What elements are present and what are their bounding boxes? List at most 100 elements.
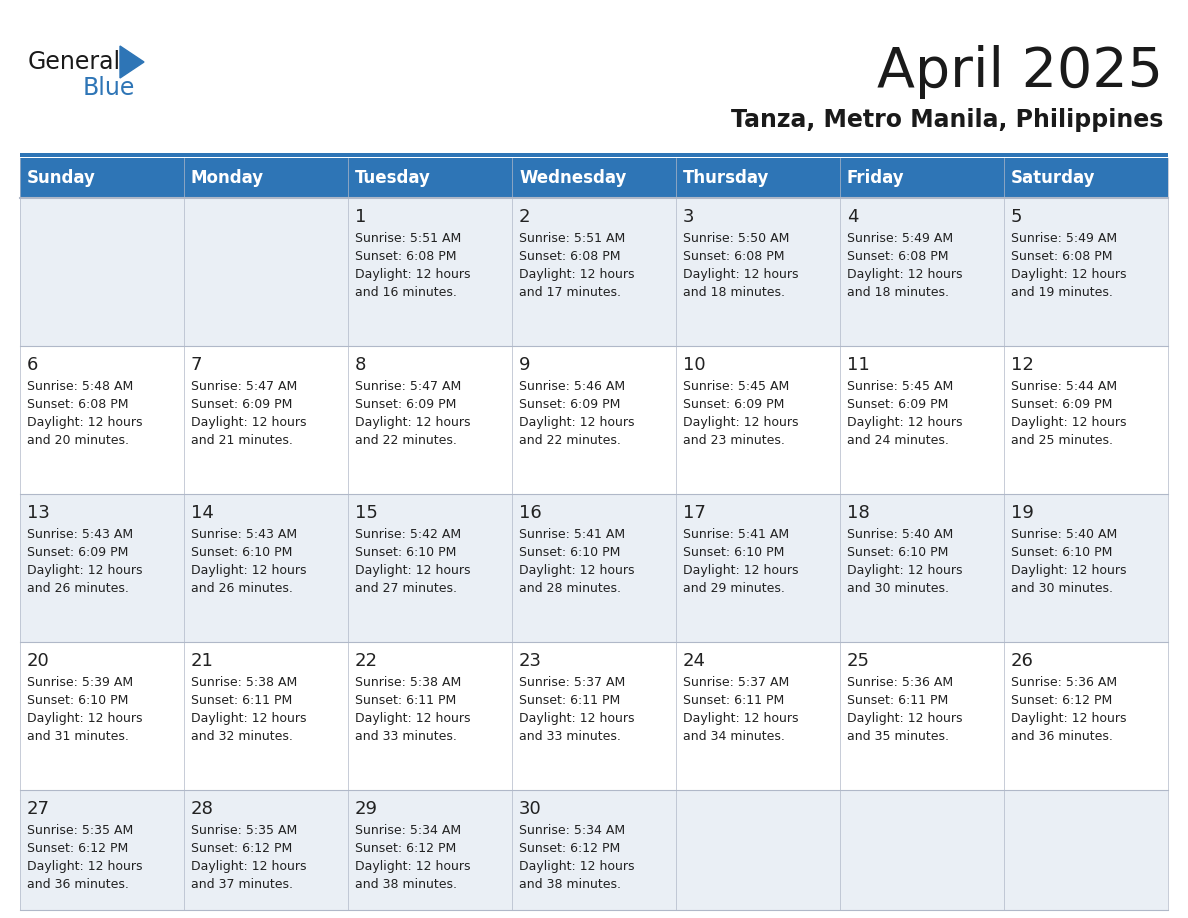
Text: Sunset: 6:08 PM: Sunset: 6:08 PM bbox=[519, 250, 620, 263]
Text: Daylight: 12 hours: Daylight: 12 hours bbox=[847, 416, 962, 429]
Text: General: General bbox=[29, 50, 121, 74]
Text: Sunset: 6:11 PM: Sunset: 6:11 PM bbox=[519, 694, 620, 707]
Bar bbox=[348, 346, 512, 494]
Text: and 19 minutes.: and 19 minutes. bbox=[1011, 286, 1113, 299]
Bar bbox=[512, 494, 676, 642]
Text: Daylight: 12 hours: Daylight: 12 hours bbox=[683, 564, 798, 577]
Text: Sunset: 6:09 PM: Sunset: 6:09 PM bbox=[683, 398, 784, 411]
Bar bbox=[348, 642, 512, 790]
Text: and 18 minutes.: and 18 minutes. bbox=[847, 286, 949, 299]
Text: Sunset: 6:09 PM: Sunset: 6:09 PM bbox=[355, 398, 456, 411]
Bar bbox=[20, 346, 184, 494]
Bar bbox=[676, 494, 840, 642]
Text: Daylight: 12 hours: Daylight: 12 hours bbox=[1011, 416, 1126, 429]
Bar bbox=[184, 346, 348, 494]
Text: Tanza, Metro Manila, Philippines: Tanza, Metro Manila, Philippines bbox=[731, 108, 1163, 132]
Text: Daylight: 12 hours: Daylight: 12 hours bbox=[519, 416, 634, 429]
Text: and 18 minutes.: and 18 minutes. bbox=[683, 286, 785, 299]
Text: 9: 9 bbox=[519, 356, 531, 374]
Bar bbox=[184, 158, 348, 198]
Text: 8: 8 bbox=[355, 356, 366, 374]
Bar bbox=[348, 198, 512, 346]
Text: Daylight: 12 hours: Daylight: 12 hours bbox=[355, 564, 470, 577]
Bar bbox=[184, 790, 348, 910]
Text: Daylight: 12 hours: Daylight: 12 hours bbox=[1011, 712, 1126, 725]
Text: Daylight: 12 hours: Daylight: 12 hours bbox=[191, 860, 307, 873]
Text: and 33 minutes.: and 33 minutes. bbox=[519, 730, 621, 743]
Text: 12: 12 bbox=[1011, 356, 1034, 374]
Text: Sunrise: 5:43 AM: Sunrise: 5:43 AM bbox=[27, 528, 133, 541]
Text: and 21 minutes.: and 21 minutes. bbox=[191, 434, 293, 447]
Text: Daylight: 12 hours: Daylight: 12 hours bbox=[519, 712, 634, 725]
Text: Sunset: 6:12 PM: Sunset: 6:12 PM bbox=[1011, 694, 1112, 707]
Text: 7: 7 bbox=[191, 356, 202, 374]
Text: Sunset: 6:08 PM: Sunset: 6:08 PM bbox=[1011, 250, 1112, 263]
Text: and 32 minutes.: and 32 minutes. bbox=[191, 730, 293, 743]
Text: and 17 minutes.: and 17 minutes. bbox=[519, 286, 621, 299]
Text: 11: 11 bbox=[847, 356, 870, 374]
Polygon shape bbox=[120, 46, 144, 78]
Text: Sunset: 6:09 PM: Sunset: 6:09 PM bbox=[191, 398, 292, 411]
Bar bbox=[676, 346, 840, 494]
Text: Sunrise: 5:46 AM: Sunrise: 5:46 AM bbox=[519, 380, 625, 393]
Text: Sunset: 6:10 PM: Sunset: 6:10 PM bbox=[683, 546, 784, 559]
Text: Sunrise: 5:40 AM: Sunrise: 5:40 AM bbox=[1011, 528, 1117, 541]
Text: Sunrise: 5:38 AM: Sunrise: 5:38 AM bbox=[355, 676, 461, 689]
Text: Sunrise: 5:37 AM: Sunrise: 5:37 AM bbox=[519, 676, 625, 689]
Text: Sunrise: 5:51 AM: Sunrise: 5:51 AM bbox=[519, 232, 625, 245]
Text: Sunset: 6:08 PM: Sunset: 6:08 PM bbox=[27, 398, 128, 411]
Text: 25: 25 bbox=[847, 652, 870, 670]
Bar bbox=[1004, 346, 1168, 494]
Text: Daylight: 12 hours: Daylight: 12 hours bbox=[683, 416, 798, 429]
Text: 29: 29 bbox=[355, 800, 378, 818]
Text: 13: 13 bbox=[27, 504, 50, 522]
Text: Daylight: 12 hours: Daylight: 12 hours bbox=[683, 268, 798, 281]
Text: Sunrise: 5:38 AM: Sunrise: 5:38 AM bbox=[191, 676, 297, 689]
Text: Daylight: 12 hours: Daylight: 12 hours bbox=[191, 564, 307, 577]
Text: 6: 6 bbox=[27, 356, 38, 374]
Bar bbox=[348, 790, 512, 910]
Text: Sunrise: 5:43 AM: Sunrise: 5:43 AM bbox=[191, 528, 297, 541]
Text: 19: 19 bbox=[1011, 504, 1034, 522]
Text: and 35 minutes.: and 35 minutes. bbox=[847, 730, 949, 743]
Text: Daylight: 12 hours: Daylight: 12 hours bbox=[519, 268, 634, 281]
Text: Sunset: 6:08 PM: Sunset: 6:08 PM bbox=[355, 250, 456, 263]
Text: Sunrise: 5:49 AM: Sunrise: 5:49 AM bbox=[1011, 232, 1117, 245]
Text: Monday: Monday bbox=[191, 169, 264, 187]
Text: Sunrise: 5:45 AM: Sunrise: 5:45 AM bbox=[683, 380, 789, 393]
Text: Saturday: Saturday bbox=[1011, 169, 1095, 187]
Text: April 2025: April 2025 bbox=[877, 45, 1163, 99]
Text: Daylight: 12 hours: Daylight: 12 hours bbox=[355, 268, 470, 281]
Text: Sunset: 6:10 PM: Sunset: 6:10 PM bbox=[519, 546, 620, 559]
Bar bbox=[20, 494, 184, 642]
Text: Daylight: 12 hours: Daylight: 12 hours bbox=[355, 416, 470, 429]
Text: Sunrise: 5:48 AM: Sunrise: 5:48 AM bbox=[27, 380, 133, 393]
Bar bbox=[840, 198, 1004, 346]
Text: Daylight: 12 hours: Daylight: 12 hours bbox=[519, 860, 634, 873]
Text: Sunset: 6:09 PM: Sunset: 6:09 PM bbox=[847, 398, 948, 411]
Text: Sunday: Sunday bbox=[27, 169, 96, 187]
Text: Sunset: 6:10 PM: Sunset: 6:10 PM bbox=[1011, 546, 1112, 559]
Text: Sunset: 6:12 PM: Sunset: 6:12 PM bbox=[191, 842, 292, 855]
Bar bbox=[184, 642, 348, 790]
Text: Sunset: 6:11 PM: Sunset: 6:11 PM bbox=[683, 694, 784, 707]
Text: Daylight: 12 hours: Daylight: 12 hours bbox=[27, 564, 143, 577]
Text: Sunset: 6:11 PM: Sunset: 6:11 PM bbox=[847, 694, 948, 707]
Text: Sunrise: 5:35 AM: Sunrise: 5:35 AM bbox=[27, 824, 133, 837]
Text: Sunrise: 5:41 AM: Sunrise: 5:41 AM bbox=[683, 528, 789, 541]
Text: and 34 minutes.: and 34 minutes. bbox=[683, 730, 785, 743]
Bar bbox=[676, 158, 840, 198]
Text: 3: 3 bbox=[683, 208, 695, 226]
Text: Sunrise: 5:34 AM: Sunrise: 5:34 AM bbox=[355, 824, 461, 837]
Bar bbox=[840, 494, 1004, 642]
Text: 1: 1 bbox=[355, 208, 366, 226]
Text: and 27 minutes.: and 27 minutes. bbox=[355, 582, 457, 595]
Text: Sunrise: 5:50 AM: Sunrise: 5:50 AM bbox=[683, 232, 789, 245]
Text: Sunrise: 5:34 AM: Sunrise: 5:34 AM bbox=[519, 824, 625, 837]
Text: and 37 minutes.: and 37 minutes. bbox=[191, 878, 293, 891]
Bar bbox=[840, 158, 1004, 198]
Text: Thursday: Thursday bbox=[683, 169, 770, 187]
Text: Daylight: 12 hours: Daylight: 12 hours bbox=[683, 712, 798, 725]
Text: 30: 30 bbox=[519, 800, 542, 818]
Text: Daylight: 12 hours: Daylight: 12 hours bbox=[847, 712, 962, 725]
